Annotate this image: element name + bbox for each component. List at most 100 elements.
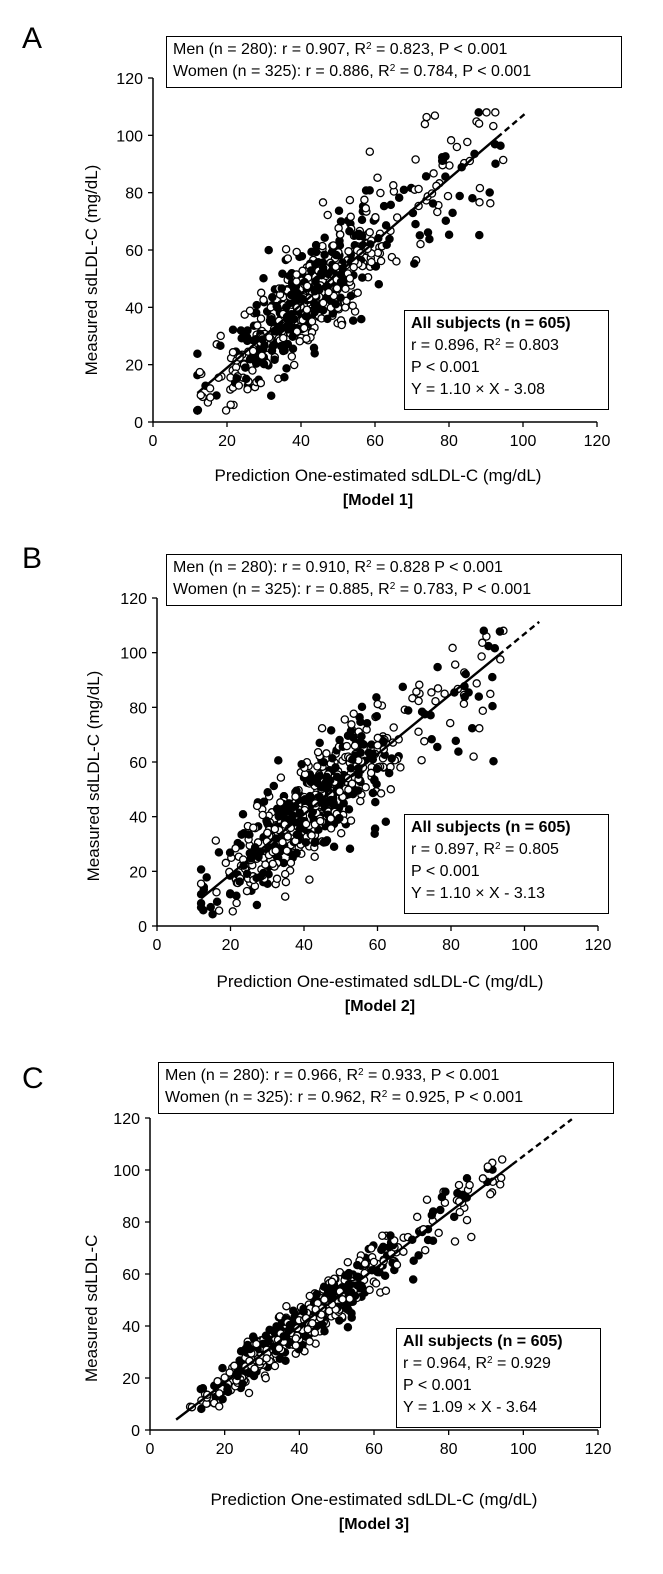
women-point (281, 877, 291, 887)
x-tick-label: 100 (510, 1441, 537, 1458)
regression-equation: Y = 1.09 × X - 3.64 (403, 1399, 538, 1416)
women-point (291, 1341, 301, 1350)
women-point (261, 860, 270, 869)
men-point (326, 726, 336, 735)
women-point (335, 230, 345, 239)
men-point (386, 1231, 395, 1240)
men-point (449, 1212, 459, 1222)
women-point (420, 737, 429, 746)
regression-line (200, 654, 500, 900)
regression-line (175, 1163, 513, 1421)
women-point (195, 367, 205, 377)
men-point (362, 718, 372, 728)
women-point (366, 768, 376, 778)
women-point (365, 1285, 374, 1295)
men-point (244, 830, 254, 839)
men-point (238, 810, 248, 819)
women-point (431, 696, 440, 706)
women-point (371, 213, 380, 222)
group-stats-box: Men (n = 280): r = 0.966, R2 = 0.933, P … (158, 1062, 614, 1114)
men-point (341, 1304, 351, 1314)
women-point (280, 892, 290, 901)
men-point (479, 626, 489, 636)
men-point (319, 1282, 329, 1292)
women-point (414, 184, 423, 194)
scatter-plot: 0 20 40 60 80 100 120 0 20 40 60 80 100 120 (113, 1111, 611, 1458)
women-point (422, 112, 431, 122)
men-point (288, 344, 298, 354)
women-point (477, 652, 486, 661)
men-point (427, 734, 436, 744)
women-point (292, 247, 301, 257)
women-point (344, 247, 353, 256)
men-point (332, 772, 342, 782)
x-tick-label: 60 (365, 1441, 383, 1458)
women-point (276, 798, 285, 807)
women-point (302, 281, 312, 291)
men-point (320, 250, 329, 259)
men-point (336, 217, 346, 226)
women-point (256, 378, 266, 388)
women-point (347, 720, 356, 729)
women-point (443, 191, 453, 201)
women-point (329, 241, 338, 250)
men-point (241, 374, 251, 384)
all-subjects-box: All subjects (n = 605) r = 0.964, R2 = 0… (396, 1328, 601, 1428)
men-point (345, 227, 354, 236)
women-point (281, 244, 291, 254)
men-point (417, 707, 427, 717)
women-point (475, 198, 484, 207)
men-point (263, 788, 272, 797)
men-point (301, 838, 311, 847)
women-point (303, 1325, 313, 1334)
women-point (415, 680, 424, 690)
y-tick-label: 0 (138, 919, 147, 936)
men-point (334, 206, 344, 215)
men-stats: Men (n = 280): r = 0.907, R2 = 0.823, P … (173, 41, 508, 58)
women-point (276, 773, 286, 782)
women-point (450, 660, 460, 669)
women-point (420, 1245, 430, 1255)
women-point (259, 295, 268, 305)
women-point (465, 1180, 474, 1190)
men-point (384, 1242, 394, 1252)
women-point (347, 779, 357, 788)
men-point (275, 811, 284, 821)
men-point (349, 733, 358, 742)
women-point (486, 199, 495, 208)
men-point (415, 231, 425, 240)
women-point (231, 844, 240, 853)
x-tick-label: 40 (295, 937, 313, 954)
women-point (361, 783, 370, 792)
x-tick-label: 40 (290, 1441, 308, 1458)
women-point (196, 879, 206, 888)
men-point (357, 215, 367, 225)
women-point (349, 709, 358, 718)
men-point (485, 188, 494, 197)
women-point (221, 406, 231, 415)
men-point (309, 343, 319, 353)
men-point (218, 1363, 227, 1373)
men-point (223, 1385, 232, 1394)
scatter-plot: 0 20 40 60 80 100 120 0 20 40 60 80 100 120 (120, 591, 611, 954)
women-point (454, 1180, 464, 1190)
data-points (196, 626, 508, 919)
men-point (428, 199, 438, 208)
women-point (243, 385, 252, 394)
all-subjects-r: r = 0.964, R2 = 0.929 (403, 1355, 551, 1372)
women-point (301, 819, 311, 829)
y-tick-label: 80 (122, 1215, 140, 1232)
men-point (331, 763, 340, 772)
all-subjects-p: P < 0.001 (411, 359, 480, 376)
women-point (336, 828, 346, 838)
men-point (206, 902, 215, 912)
men-point (368, 788, 378, 798)
men-point (260, 341, 269, 350)
women-point (228, 907, 238, 916)
women-point (342, 741, 352, 751)
men-point (345, 844, 355, 854)
men-point (387, 754, 396, 763)
men-point (409, 1256, 418, 1266)
women-point (344, 785, 353, 794)
men-point (331, 299, 341, 309)
